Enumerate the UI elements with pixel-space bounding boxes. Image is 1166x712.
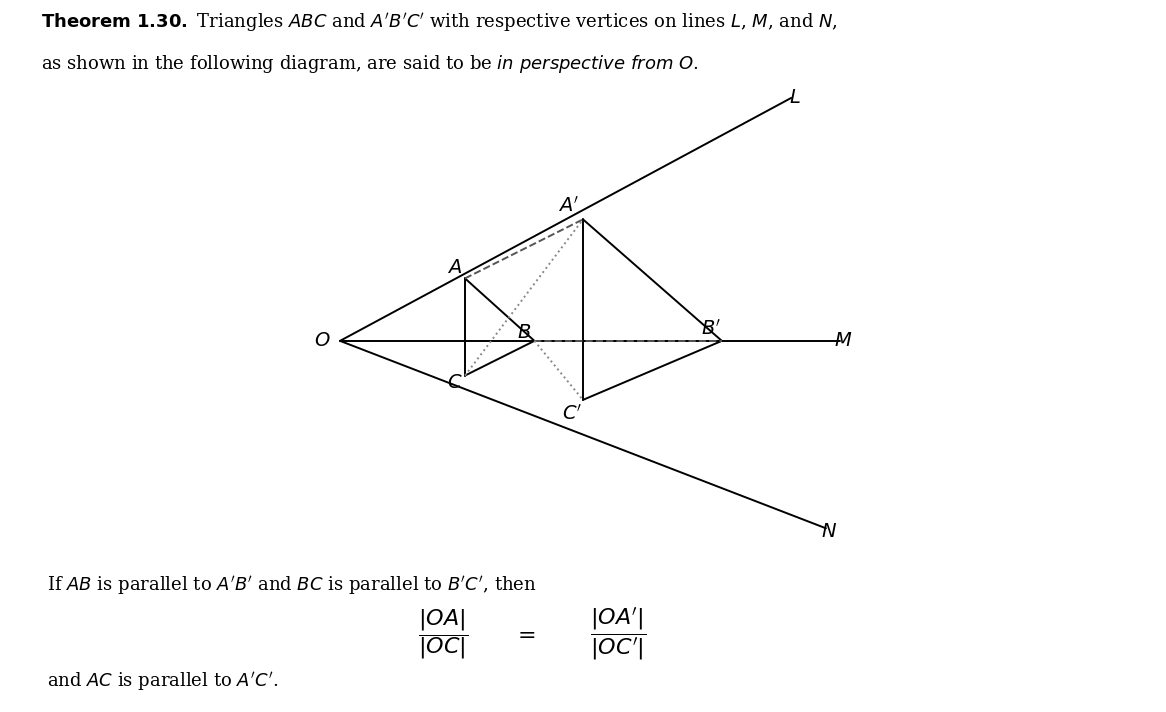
Text: $N$: $N$: [821, 523, 837, 541]
Text: $B'$: $B'$: [701, 318, 722, 338]
Text: and $AC$ is parallel to $A'C'$.: and $AC$ is parallel to $A'C'$.: [47, 670, 278, 693]
Text: $\dfrac{|OA|}{|OC|}$: $\dfrac{|OA|}{|OC|}$: [419, 607, 468, 661]
Text: $C$: $C$: [447, 374, 463, 392]
Text: $A$: $A$: [447, 259, 462, 277]
Text: $A'$: $A'$: [559, 196, 580, 216]
Text: $M$: $M$: [834, 332, 852, 350]
Text: as shown in the following diagram, are said to be $\it{in\ perspective\ from}\ O: as shown in the following diagram, are s…: [41, 53, 698, 75]
Text: $L$: $L$: [789, 89, 801, 107]
Text: If $AB$ is parallel to $A'B'$ and $BC$ is parallel to $B'C'$, then: If $AB$ is parallel to $A'B'$ and $BC$ i…: [47, 574, 536, 597]
Text: $B$: $B$: [517, 323, 531, 342]
Text: $\dfrac{|OA'|}{|OC'|}$: $\dfrac{|OA'|}{|OC'|}$: [590, 605, 646, 662]
Text: $\mathbf{Theorem\ 1.30.}$ Triangles $ABC$ and $A'B'C'$ with respective vertices : $\mathbf{Theorem\ 1.30.}$ Triangles $ABC…: [41, 11, 838, 33]
Text: $=$: $=$: [513, 623, 536, 644]
Text: $C'$: $C'$: [562, 404, 583, 424]
Text: $O$: $O$: [315, 332, 331, 350]
